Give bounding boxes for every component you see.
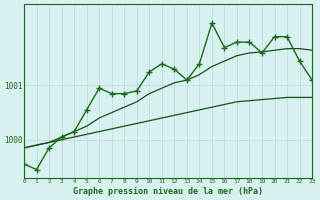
X-axis label: Graphe pression niveau de la mer (hPa): Graphe pression niveau de la mer (hPa) bbox=[73, 187, 263, 196]
